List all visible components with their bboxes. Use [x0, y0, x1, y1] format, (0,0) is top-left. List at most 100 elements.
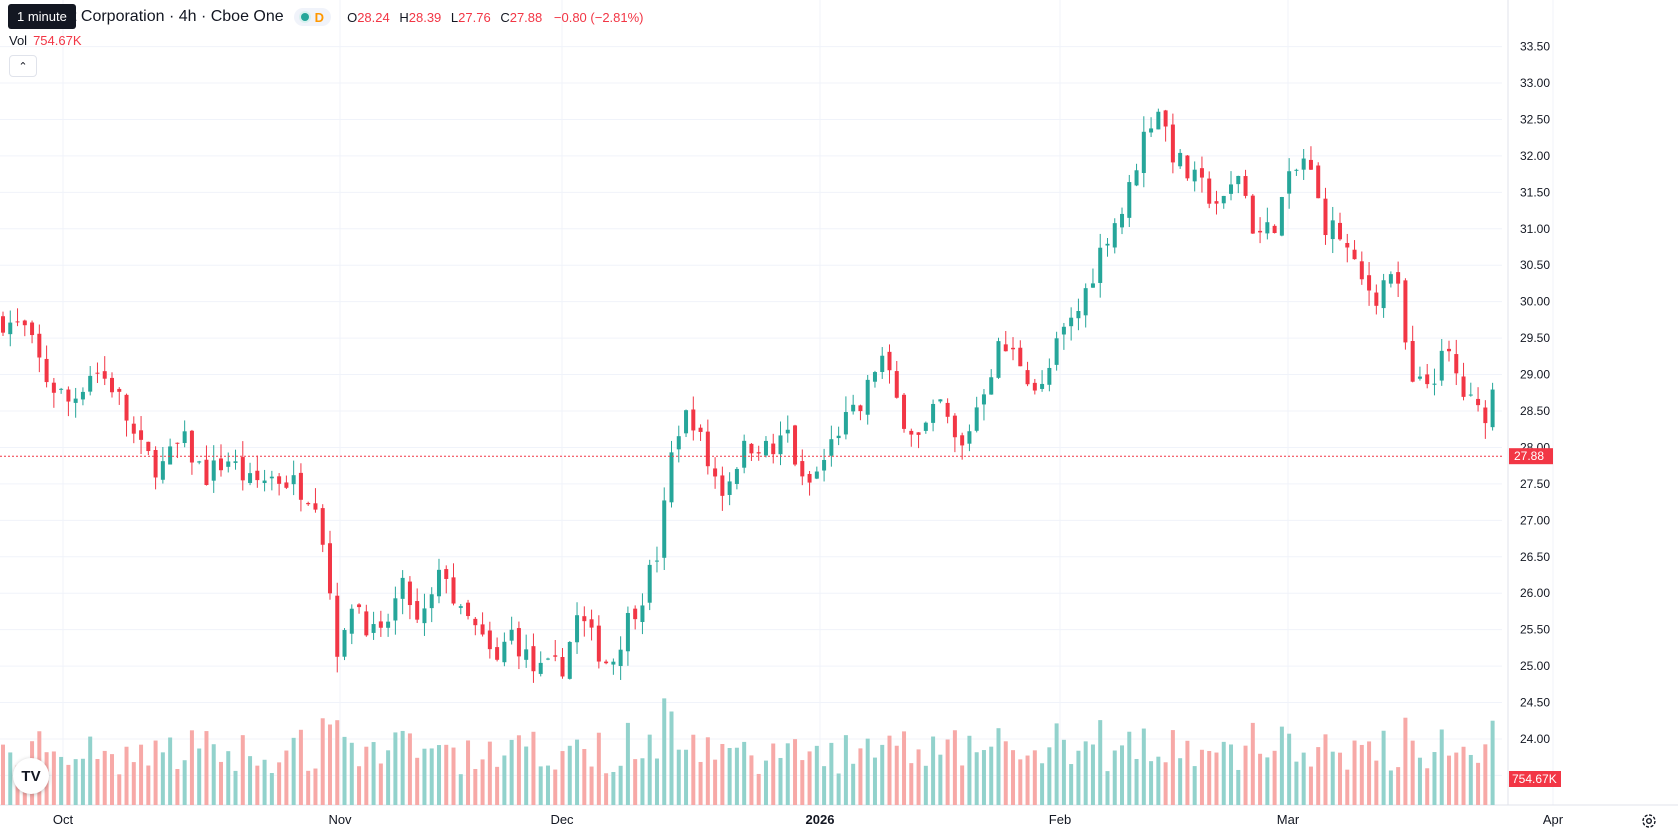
candle-body — [560, 657, 565, 677]
volume-bar — [676, 749, 681, 805]
candle-body — [1316, 165, 1321, 199]
volume-bar — [1134, 758, 1139, 805]
candle-body — [691, 409, 696, 431]
market-status[interactable]: D — [293, 8, 332, 26]
candle-body — [80, 391, 85, 400]
candle-body — [233, 461, 238, 463]
y-tick-label: 31.00 — [1520, 222, 1550, 236]
candle-body — [618, 649, 623, 667]
candle-body — [865, 379, 870, 415]
candle-body — [996, 341, 1001, 378]
candle-body — [197, 461, 202, 463]
candle-body — [386, 621, 391, 628]
volume-bar — [524, 746, 529, 805]
volume-bar — [1040, 763, 1045, 805]
candle-body — [531, 646, 536, 672]
volume-bar — [582, 748, 587, 805]
volume-bar — [778, 757, 783, 805]
y-tick-label: 30.00 — [1520, 295, 1550, 309]
x-tick-label: Mar — [1277, 812, 1300, 827]
volume-bar — [1483, 744, 1488, 805]
candle-body — [611, 661, 616, 665]
candle-body — [749, 443, 754, 454]
x-tick-label: Nov — [328, 812, 352, 827]
volume-bar — [836, 773, 841, 805]
candle-body — [567, 641, 572, 679]
volume-bar — [451, 747, 456, 805]
volume-bar — [364, 746, 369, 805]
candle-body — [1090, 283, 1095, 288]
candle-body — [1069, 317, 1074, 327]
candle-body — [95, 372, 100, 374]
volume-bar — [466, 740, 471, 805]
y-tick-label: 32.50 — [1520, 112, 1550, 126]
volume-bar — [880, 744, 885, 805]
volume-bar — [284, 750, 289, 805]
candle-body — [1396, 272, 1401, 284]
candle-body — [756, 452, 761, 454]
candle-body — [785, 429, 790, 434]
y-tick-label: 27.50 — [1520, 477, 1550, 491]
candle-body — [1207, 178, 1212, 204]
tradingview-logo-icon[interactable]: TV — [13, 758, 49, 794]
volume-bar — [1352, 740, 1357, 805]
candle-body — [1236, 175, 1241, 185]
volume-bar — [495, 766, 500, 805]
volume-bar — [1076, 750, 1081, 805]
symbol-title[interactable]: st Corporation · 4h · Cboe One — [64, 8, 284, 25]
volume-bar — [109, 754, 114, 805]
candle-body — [153, 450, 158, 478]
candle-body — [51, 382, 56, 393]
candle-body — [654, 560, 659, 562]
high-value: 28.39 — [408, 9, 442, 25]
candle-body — [662, 500, 667, 558]
volume-bar — [393, 732, 398, 805]
volume-bar — [545, 765, 550, 805]
volume-bar — [102, 750, 107, 805]
volume-bar — [1403, 717, 1408, 805]
candle-body — [502, 641, 507, 663]
volume-bar — [255, 765, 260, 805]
volume-bar — [829, 742, 834, 805]
candle-body — [822, 459, 827, 471]
volume-bar — [175, 768, 180, 805]
volume-legend[interactable]: Vol 754.67K — [9, 33, 82, 48]
candle-body — [604, 661, 609, 664]
volume-bar — [1120, 745, 1125, 805]
candle-body — [342, 630, 347, 657]
gear-icon[interactable] — [1640, 812, 1658, 830]
candle-body — [894, 371, 899, 398]
volume-bar — [8, 752, 13, 805]
candle-body — [378, 621, 383, 628]
candle-body — [1476, 398, 1481, 406]
y-tick-label: 31.50 — [1520, 185, 1550, 199]
volume-bar — [1069, 764, 1074, 805]
candle-body — [1301, 158, 1306, 170]
last-volume-label: 754.67K — [1512, 772, 1557, 786]
candle-body — [1279, 197, 1284, 236]
candle-body — [1338, 222, 1343, 240]
candle-body — [960, 435, 965, 446]
volume-bar — [277, 762, 282, 805]
candle-body — [872, 372, 877, 382]
volume-bar — [1170, 730, 1175, 805]
candle-body — [1047, 367, 1052, 385]
volume-bar — [698, 761, 703, 805]
volume-bar — [59, 756, 64, 805]
collapse-legend-button[interactable]: ⌃ — [9, 55, 37, 77]
open-value: 28.24 — [357, 9, 390, 25]
volume-bar — [1279, 726, 1284, 805]
volume-bar — [226, 751, 231, 805]
volume-bar — [640, 758, 645, 805]
candle-body — [684, 410, 689, 434]
candle-body — [175, 442, 180, 444]
volume-bar — [480, 759, 485, 805]
candle-body — [218, 458, 223, 471]
volume-bar — [604, 773, 609, 805]
volume-bar — [211, 744, 216, 805]
last-volume-badge — [1509, 771, 1561, 787]
volume-bar — [611, 771, 616, 805]
volume-bar — [1250, 722, 1255, 805]
candle-body — [843, 412, 848, 435]
